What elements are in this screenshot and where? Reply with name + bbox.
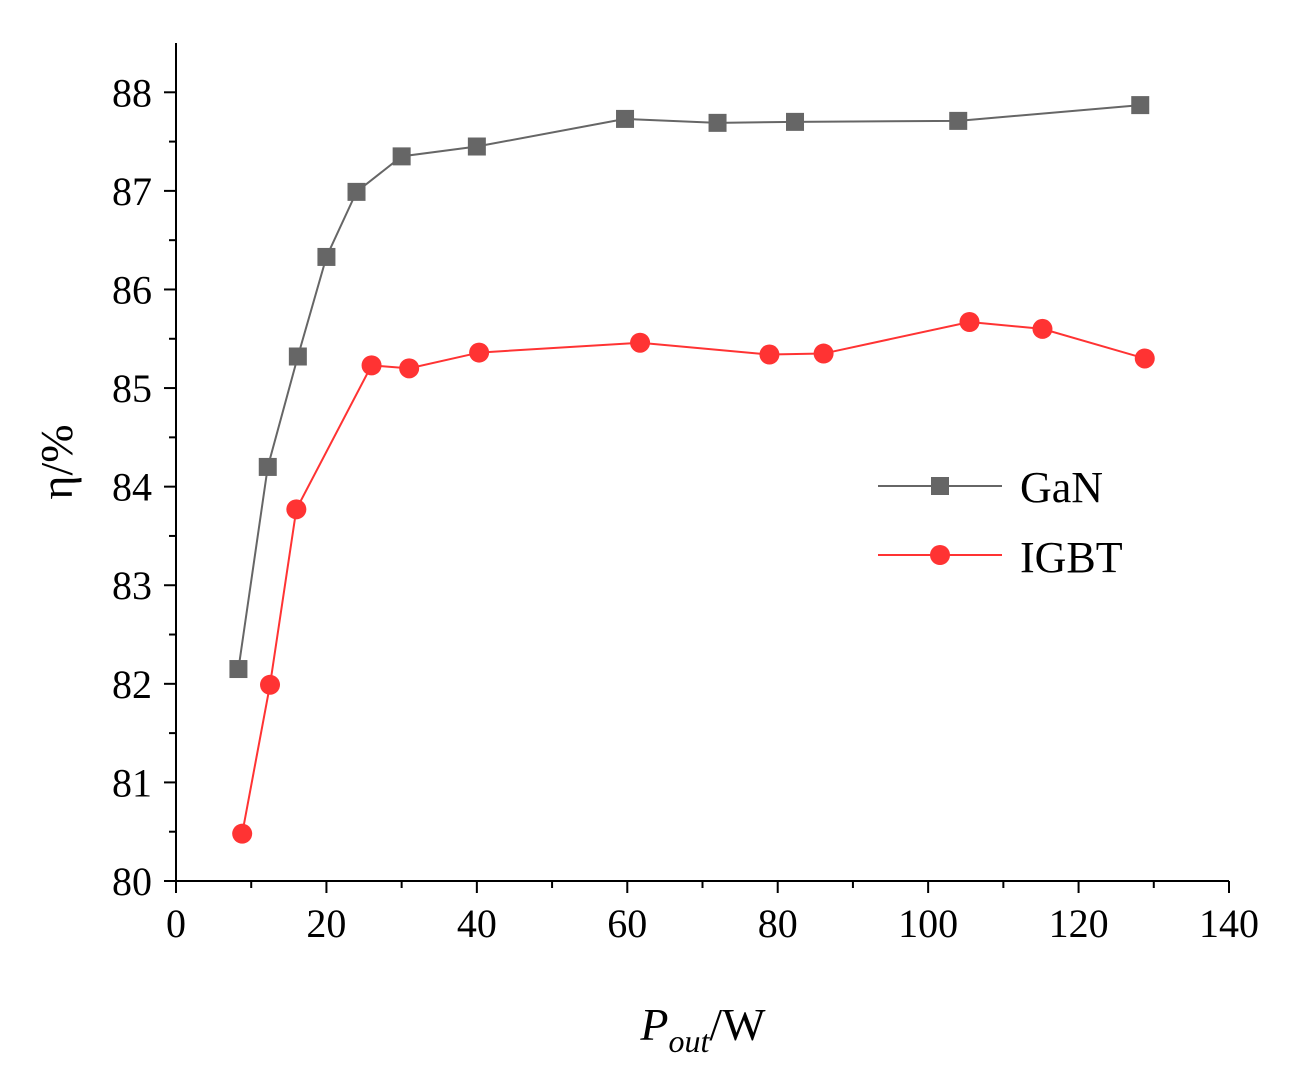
legend-entry-igbt: IGBT: [878, 533, 1123, 582]
series-line-igbt: [241, 320, 1146, 834]
data-point-igbt: [759, 344, 780, 365]
data-point-igbt: [469, 342, 490, 363]
legend-marker-gan: [931, 477, 949, 495]
legend: GaN IGBT: [878, 463, 1123, 582]
data-point-gan: [392, 147, 411, 166]
data-point-gan: [347, 182, 366, 201]
y-tick-label: 85: [112, 366, 152, 411]
y-tick-label: 81: [112, 760, 152, 805]
x-tick-label: 60: [607, 901, 647, 946]
data-point-igbt: [813, 343, 834, 364]
y-tick-label: 83: [112, 563, 152, 608]
data-point-igbt: [260, 674, 281, 695]
series-gan: [229, 96, 1150, 679]
x-tick-label: 80: [758, 901, 798, 946]
y-tick-label: 80: [112, 859, 152, 904]
data-point-gan: [949, 111, 968, 130]
data-point-igbt: [1032, 318, 1053, 339]
series-igbt: [232, 312, 1155, 844]
data-point-gan: [288, 347, 307, 366]
axes: [175, 43, 1229, 882]
y-tick-label: 88: [112, 70, 152, 115]
data-point-gan: [786, 112, 805, 131]
x-axis-title-sub: out: [669, 1023, 711, 1059]
x-tick-label: 100: [898, 901, 958, 946]
y-tick-label: 86: [112, 267, 152, 312]
y-axis-title: η/%: [31, 424, 82, 499]
data-point-igbt: [959, 312, 980, 333]
x-tick-label: 40: [457, 901, 497, 946]
x-axis-title-main: P: [639, 999, 668, 1050]
data-point-igbt: [1134, 348, 1155, 369]
x-tick-label: 140: [1199, 901, 1259, 946]
data-point-gan: [229, 660, 248, 679]
data-point-igbt: [399, 358, 420, 379]
data-point-igbt: [630, 332, 651, 353]
data-point-igbt: [286, 499, 307, 520]
data-point-gan: [467, 137, 486, 156]
x-tick-label: 120: [1049, 901, 1109, 946]
x-axis-title: Pout/W: [639, 999, 766, 1059]
y-tick-label: 84: [112, 465, 152, 510]
data-point-igbt: [232, 823, 253, 844]
x-axis-title-unit: /W: [709, 999, 766, 1050]
data-point-igbt: [361, 355, 382, 376]
x-tick-label: 0: [166, 901, 186, 946]
x-tick-label: 20: [306, 901, 346, 946]
legend-label-igbt: IGBT: [1020, 533, 1123, 582]
series-layer: [229, 96, 1155, 844]
data-point-gan: [616, 109, 635, 128]
data-point-gan: [317, 247, 336, 266]
legend-label-gan: GaN: [1020, 463, 1103, 512]
y-tick-label: 87: [112, 169, 152, 214]
series-line-gan: [237, 104, 1141, 670]
data-point-gan: [1131, 96, 1150, 115]
legend-marker-igbt: [930, 545, 950, 565]
legend-entry-gan: GaN: [878, 463, 1103, 512]
data-point-gan: [708, 113, 727, 132]
y-tick-label: 82: [112, 662, 152, 707]
data-point-gan: [258, 457, 277, 476]
ticks: 0 20 40 60 80 100 120 140 80 81 82 83 84 85 86 87 88: [112, 70, 1259, 946]
